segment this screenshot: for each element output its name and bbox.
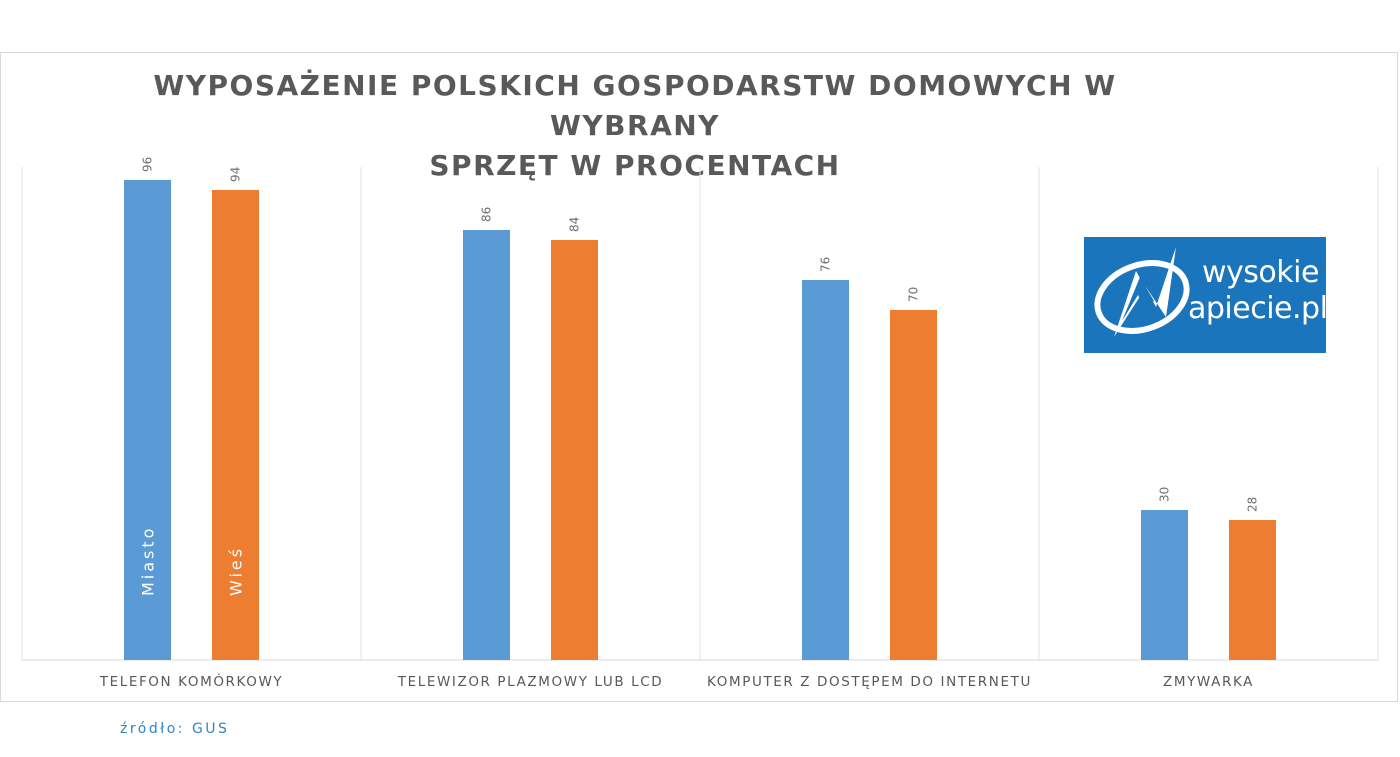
data-label: 94 xyxy=(229,167,243,182)
bar-wie--2 xyxy=(551,240,598,660)
logo-emblem-icon xyxy=(1094,247,1190,337)
series-label-2: Wieś xyxy=(227,546,246,596)
bar-wie--1 xyxy=(212,190,259,660)
bar-wie--4 xyxy=(1229,520,1276,660)
logo-text-line-2: apiecie.pl xyxy=(1188,291,1328,326)
chart-title-line-2: SPRZĘT W PROCENTACH xyxy=(429,149,841,182)
category-label: TELEFON KOMÓRKOWY xyxy=(99,672,284,690)
data-label: 84 xyxy=(568,217,582,232)
bar-miasto-4 xyxy=(1141,510,1188,660)
wysokienapiecie-logo: wysokie apiecie.pl xyxy=(1084,237,1328,353)
logo-text-line-1: wysokie xyxy=(1202,255,1319,290)
data-label: 86 xyxy=(480,207,494,222)
category-label: ZMYWARKA xyxy=(1163,674,1254,690)
data-label: 28 xyxy=(1246,497,1260,512)
source-note: źródło: GUS xyxy=(120,721,230,737)
bar-miasto-1 xyxy=(124,180,171,660)
category-label: KOMPUTER Z DOSTĘPEM DO INTERNETU xyxy=(707,674,1032,690)
logo-text: wysokie apiecie.pl xyxy=(1188,255,1328,327)
series-label-1: Miasto xyxy=(139,526,158,596)
chart-title: WYPOSAŻENIE POLSKICH GOSPODARSTW DOMOWYC… xyxy=(80,66,1190,186)
data-label: 76 xyxy=(819,257,833,272)
chart-title-line-1: WYPOSAŻENIE POLSKICH GOSPODARSTW DOMOWYC… xyxy=(153,69,1117,142)
category-label: TELEWIZOR PLAZMOWY LUB LCD xyxy=(397,674,664,690)
bar-wie--3 xyxy=(890,310,937,660)
data-label: 30 xyxy=(1158,487,1172,502)
bar-miasto-3 xyxy=(802,280,849,660)
bar-miasto-2 xyxy=(463,230,510,660)
data-label: 70 xyxy=(907,287,921,302)
data-label: 96 xyxy=(141,157,155,172)
